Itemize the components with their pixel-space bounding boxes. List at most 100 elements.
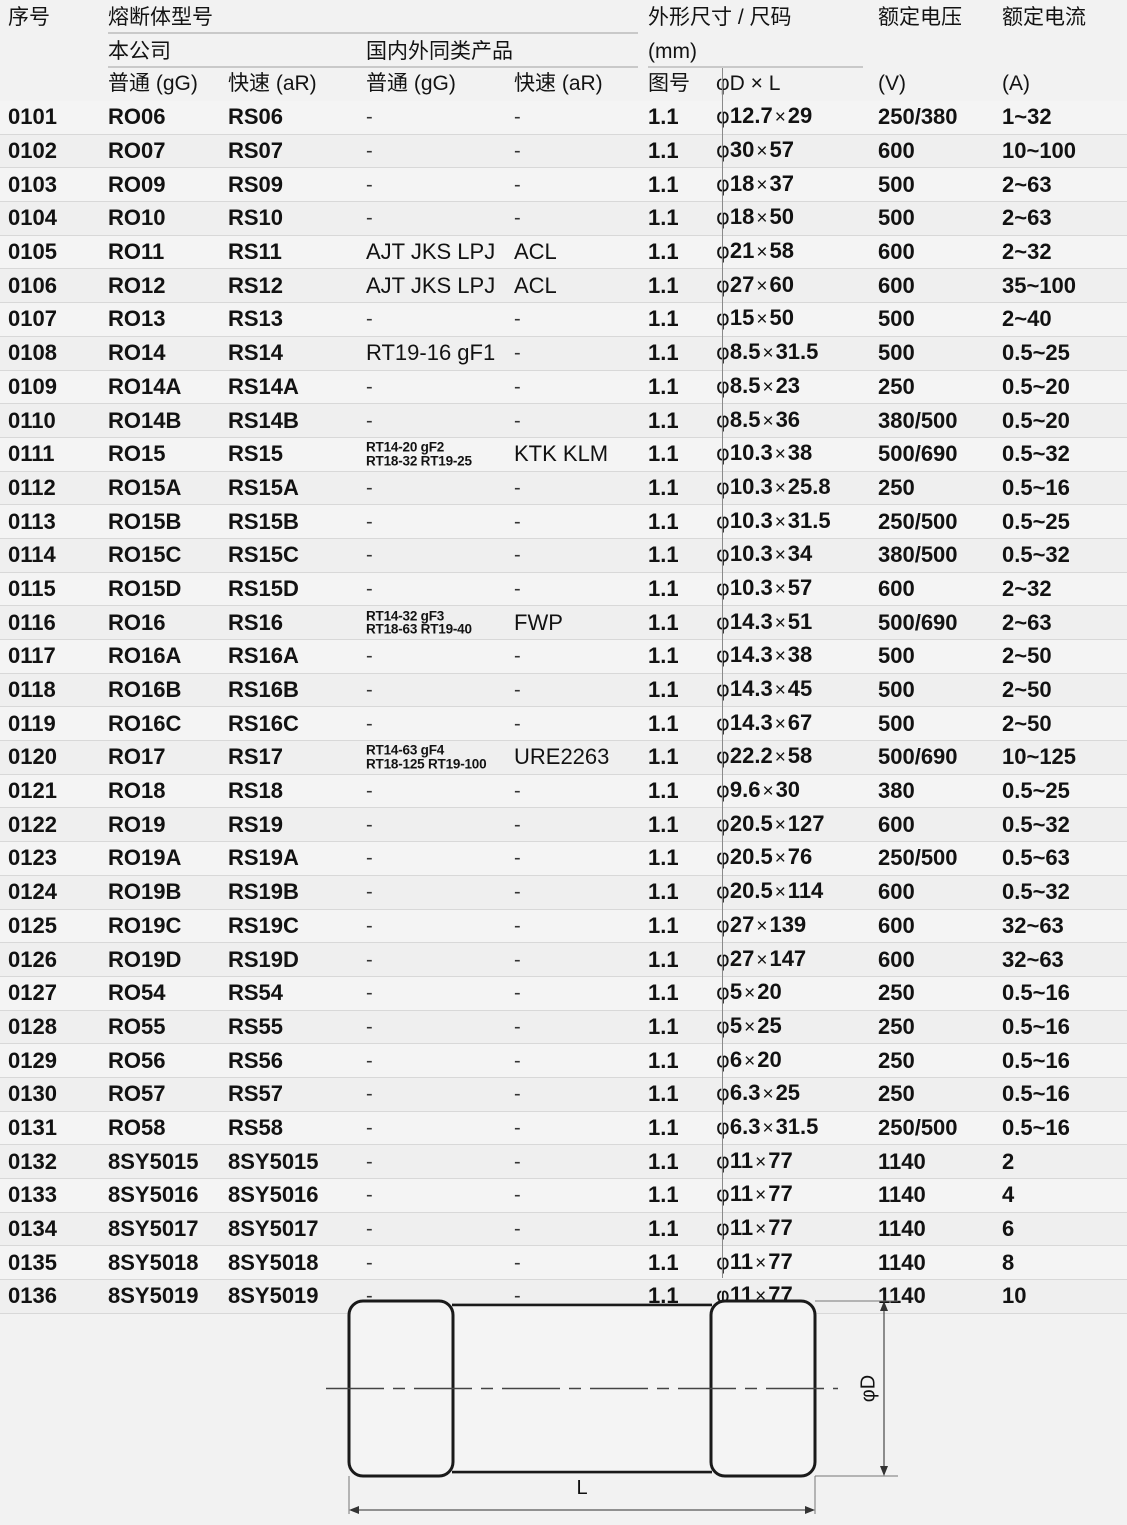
cell-serial-number: 0127 — [8, 980, 57, 1006]
table-row[interactable]: 0105 RS11 RO11 AJT JKS LPJ ACL 1.1 φ21×58 600 2~… — [0, 235, 1127, 270]
dimension-diameter: 20.5 — [729, 810, 773, 836]
cell-other-fast: - — [514, 342, 521, 365]
multiply-symbol: × — [744, 1016, 756, 1038]
table-row[interactable]: 0125 RS19C RO19C - - 1.1 φ27×139 600 32~63 — [0, 909, 1127, 944]
dimension-diameter: 11 — [729, 1147, 754, 1173]
table-row[interactable]: 0108 RS14 RO14 RT19-16 gF1- 1.1 φ8.5×31.5 500 0… — [0, 336, 1127, 371]
table-row[interactable]: 0119 RS16C RO16C - - 1.1 φ14.3×67 500 2~50 — [0, 707, 1127, 742]
dimension-length: 31.5 — [775, 1113, 819, 1139]
multiply-symbol: × — [774, 444, 786, 466]
table-row[interactable]: 0104 RS10 RO10 - - 1.1 φ18×50 500 2~63 — [0, 202, 1127, 236]
dimension-length: 20 — [757, 979, 782, 1005]
cell-serial-number: 0124 — [8, 879, 57, 905]
header-other-fast: 快速 (aR) — [514, 72, 603, 95]
table-row[interactable]: 0124 RS19B RO19B - - 1.1 φ20.5×114 600 0.5~32 — [0, 875, 1127, 910]
cell-rated-current: 0.5~16 — [1002, 474, 1070, 500]
table-row[interactable]: 0115 RS15D RO15D - - 1.1 φ10.3×57 600 2~32 — [0, 572, 1127, 607]
cell-own-fast: RS19 — [228, 811, 284, 837]
cell-rated-current: 0.5~16 — [1002, 1114, 1070, 1140]
cell-own-fast: RS07 — [228, 138, 284, 164]
dimension-length: 114 — [787, 878, 824, 904]
table-row[interactable]: 0106 RS12 RO12 AJT JKS LPJ ACL 1.1 φ27×60 600 35… — [0, 269, 1127, 304]
header-diameter-length: φD × L — [716, 72, 781, 95]
table-row[interactable]: 0123 RS19A RO19A - - 1.1 φ20.5×76 250/500 0.5~63 — [0, 842, 1127, 876]
table-row[interactable]: 0103 RS09 RO09 - - 1.1 φ18×37 500 2~63 — [0, 168, 1127, 203]
table-row[interactable]: 0109 RS14A RO14A - - 1.1 φ8.5×23 250 0.5~20 — [0, 370, 1127, 405]
table-row[interactable]: 0107 RS13 RO13 - - 1.1 φ15×50 500 2~40 — [0, 303, 1127, 337]
dimension-diameter: 6 — [729, 1046, 743, 1072]
cell-other-fast: KTK KLM — [514, 441, 609, 467]
table-row[interactable]: 0126 RS19D RO19D - - 1.1 φ27×147 600 32~63 — [0, 943, 1127, 977]
dimension-length: 25 — [757, 1012, 782, 1038]
cell-rated-current: 0.5~32 — [1002, 811, 1070, 837]
cell-rated-current: 0.5~32 — [1002, 542, 1070, 568]
table-row[interactable]: 0116 RS16 RO16 RT14-32 gF3 RT18-63 RT19-40 FW… — [0, 606, 1127, 640]
cell-rated-current: 0.5~20 — [1002, 407, 1070, 433]
multiply-symbol: × — [774, 713, 786, 735]
table-row[interactable]: 0102 RS07 RO07 - - 1.1 φ30×57 600 10~100 — [0, 134, 1127, 169]
dimension-diameter: 14.3 — [729, 642, 773, 668]
header-serial-number: 序号 — [8, 6, 50, 29]
table-row[interactable]: 0113 RS15B RO15B - - 1.1 φ10.3×31.5 250/500 0.5~… — [0, 505, 1127, 539]
table-row[interactable]: 0131 RS58 RO58 - - 1.1 φ6.3×31.5 250/500 0.5~16 — [0, 1111, 1127, 1146]
table-row[interactable]: 0112 RS15A RO15A - - 1.1 φ10.3×25.8 250 0.5~16 — [0, 471, 1127, 506]
table-row[interactable]: 0118 RS16B RO16B - - 1.1 φ14.3×45 500 2~50 — [0, 673, 1127, 708]
table-row[interactable]: 0135 8SY5018 8SY5018 - - 1.1 φ11×77 1140 8 — [0, 1246, 1127, 1281]
cell-figure-number: 1.1 — [648, 980, 679, 1006]
table-row[interactable]: 0132 8SY5015 8SY5015 - - 1.1 φ11×77 1140 2 — [0, 1145, 1127, 1179]
cell-own-general: RO12 — [108, 272, 166, 298]
table-row[interactable]: 0121 RS18 RO18 - - 1.1 φ9.6×30 380 0.5~25 — [0, 774, 1127, 809]
cell-figure-number: 1.1 — [648, 744, 679, 770]
cell-other-general-line: RT18-32 RT19-25 — [366, 453, 472, 469]
header-own-company: 本公司 — [108, 40, 171, 63]
cell-other-fast: - — [514, 1083, 521, 1106]
cell-dimensions: φ14.3×45 — [716, 677, 812, 703]
cell-figure-number: 1.1 — [648, 407, 679, 433]
cell-dimensions: φ11×77 — [716, 1249, 793, 1276]
cell-other-general: - — [366, 847, 373, 870]
table-row[interactable]: 0130 RS57 RO57 - - 1.1 φ6.3×25 250 0.5~16 — [0, 1077, 1127, 1112]
cell-dimensions: φ10.3×25.8 — [716, 473, 831, 501]
table-row[interactable]: 0122 RS19 RO19 - - 1.1 φ20.5×127 600 0.5~32 — [0, 808, 1127, 843]
table-row[interactable]: 0129 RS56 RO56 - - 1.1 φ6×20 250 0.5~16 — [0, 1044, 1127, 1078]
cell-rated-voltage: 600 — [878, 138, 915, 164]
table-row[interactable]: 0111 RS15 RO15 RT14-20 gF2 RT18-32 RT19-25 KT… — [0, 437, 1127, 472]
header-dimensions-title: 外形尺寸 / 尺码 — [648, 6, 792, 29]
dimension-diameter: 14.3 — [729, 608, 773, 634]
cell-other-general-line: RT18-63 RT19-40 — [366, 621, 472, 637]
table-row[interactable]: 0134 8SY5017 8SY5017 - - 1.1 φ11×77 1140 6 — [0, 1212, 1127, 1247]
cell-other-fast: - — [514, 544, 521, 567]
cell-own-fast: RS14 — [228, 340, 284, 366]
cell-other-fast: - — [514, 510, 521, 533]
dimension-diameter: 12.7 — [729, 103, 773, 129]
dimension-length: 25.8 — [787, 473, 831, 499]
cell-own-fast: RS16 — [228, 609, 284, 635]
cell-dimensions: φ18×50 — [716, 205, 794, 231]
cell-rated-voltage: 380/500 — [878, 542, 958, 568]
cell-rated-current: 2~50 — [1002, 643, 1052, 669]
dimension-diameter: 18 — [729, 204, 755, 230]
cell-other-general: - — [366, 645, 373, 668]
cell-rated-voltage: 250 — [878, 980, 915, 1006]
cell-other-general: RT14-20 gF2 RT18-32 RT19-25 — [366, 441, 472, 468]
cell-rated-current: 32~63 — [1002, 946, 1064, 972]
table-row[interactable]: 0117 RS16A RO16A - - 1.1 φ14.3×38 500 2~50 — [0, 640, 1127, 674]
table-row[interactable]: 0114 RS15C RO15C - - 1.1 φ10.3×34 380/500 0.5~32 — [0, 538, 1127, 573]
table-row[interactable]: 0120 RS17 RO17 RT14-63 gF4 RT18-125 RT19-100… — [0, 741, 1127, 775]
cell-rated-voltage: 250/380 — [878, 104, 958, 130]
table-row[interactable]: 0110 RS14B RO14B - - 1.1 φ8.5×36 380/500 0.5~20 — [0, 404, 1127, 438]
multiply-symbol: × — [762, 1084, 774, 1106]
cell-figure-number: 1.1 — [648, 677, 679, 703]
table-row[interactable]: 0133 8SY5016 8SY5016 - - 1.1 φ11×77 1140 4 — [0, 1179, 1127, 1213]
cell-rated-voltage: 500 — [878, 171, 915, 197]
cell-serial-number: 0117 — [8, 643, 56, 669]
cell-dimensions: φ6×20 — [716, 1046, 782, 1074]
table-row[interactable]: 0128 RS55 RO55 - - 1.1 φ5×25 250 0.5~16 — [0, 1010, 1127, 1045]
cell-own-general: RO11 — [108, 239, 165, 265]
cell-figure-number: 1.1 — [648, 1013, 679, 1039]
cell-figure-number: 1.1 — [648, 1081, 679, 1107]
table-row[interactable]: 0127 RS54 RO54 - - 1.1 φ5×20 250 0.5~16 — [0, 976, 1127, 1011]
dimension-length: 23 — [775, 372, 801, 398]
cell-other-general: - — [366, 308, 373, 331]
table-row[interactable]: 0101 RS06 RO06 - - 1.1 φ12.7×29 250/380 1~32 — [0, 101, 1127, 135]
